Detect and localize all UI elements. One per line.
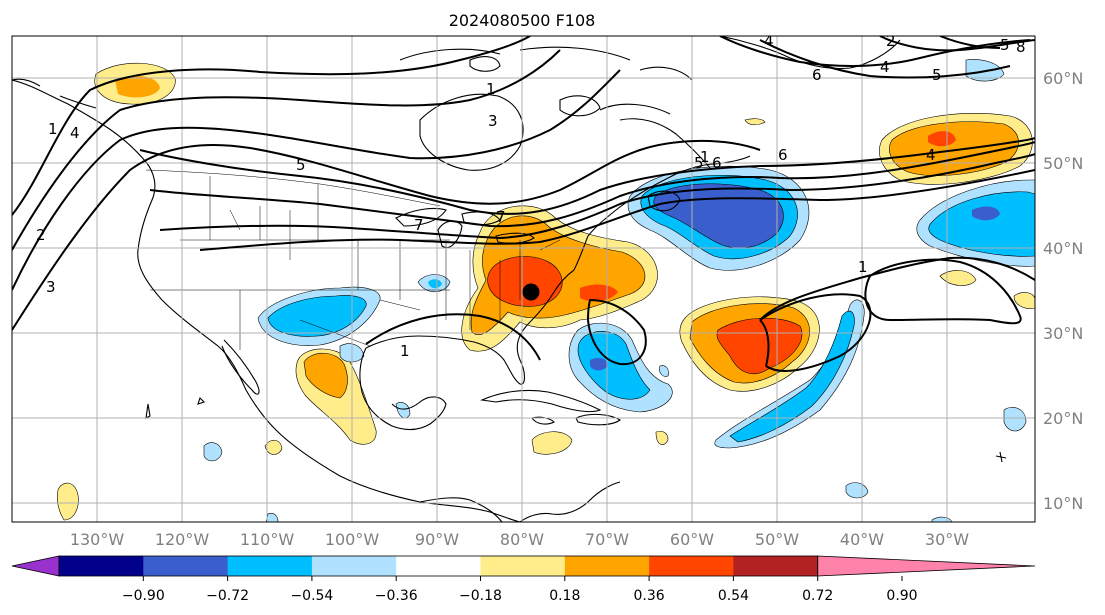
contour-label: 7 <box>414 216 424 234</box>
colorbar-tick-label: −0.54 <box>290 588 333 604</box>
contour-label: 4 <box>764 32 774 50</box>
colorbar-tick-label: −0.90 <box>122 588 165 604</box>
contour-label: 4 <box>70 124 80 142</box>
colorbar-outline <box>58 555 819 577</box>
contour-label: 4 <box>926 146 936 164</box>
colorbar-ticks: −0.90 −0.72 −0.54 −0.36 −0.18 0.18 0.36 0.54 0.7… <box>122 576 918 604</box>
colorbar-segment <box>649 556 734 576</box>
longitude-label: 90°W <box>415 530 459 549</box>
colorbar-extend-high <box>817 555 1036 577</box>
contour-label: 5 <box>1000 36 1010 54</box>
contour-label: 5 <box>694 154 704 172</box>
colorbar-tick-label: −0.18 <box>459 588 502 604</box>
map-frame <box>11 35 1036 523</box>
colorbar-segment <box>143 556 229 576</box>
colorbar-segment <box>59 556 144 576</box>
longitude-label: 40°W <box>840 530 884 549</box>
contour-label: 4 <box>880 58 890 76</box>
coastline-layer <box>12 36 1007 522</box>
colorbar-tick-label: 0.18 <box>549 588 580 604</box>
colorbar <box>11 555 1036 577</box>
contour-label: 6 <box>712 154 722 172</box>
contour-label-layer: 1 2 3 4 5 6 7 8 1 3 4 5 6 2 4 5 6 4 5 7 … <box>36 32 1026 360</box>
longitude-label: 100°W <box>325 530 380 549</box>
location-marker <box>522 283 540 301</box>
colorbar-segment <box>227 556 313 576</box>
contour-label: 1 <box>48 120 58 138</box>
longitude-label: 30°W <box>925 530 969 549</box>
contour-label: 8 <box>1016 38 1026 56</box>
colorbar-segment <box>480 556 566 576</box>
contour-label: 5 <box>932 66 942 84</box>
colorbar-segment <box>311 556 397 576</box>
latitude-label: 20°N <box>1043 409 1083 428</box>
contour-label: 1 <box>400 342 410 360</box>
colorbar-tick-label: 0.54 <box>718 588 749 604</box>
colorbar-tick-label: 0.36 <box>634 588 665 604</box>
colorbar-tick-label: 0.90 <box>886 588 917 604</box>
map-title: 2024080500 F108 <box>449 11 596 30</box>
longitude-label: 130°W <box>70 530 125 549</box>
longitude-label: 120°W <box>155 530 210 549</box>
contour-label: 2 <box>36 226 46 244</box>
longitude-label: 60°W <box>670 530 714 549</box>
latitude-labels: 60°N 50°N 40°N 30°N 20°N 10°N <box>1043 69 1083 513</box>
contour-label: 6 <box>812 66 822 84</box>
latitude-label: 10°N <box>1043 494 1083 513</box>
longitude-labels: 130°W 120°W 110°W 100°W 90°W 80°W 70°W 60°W 50°W… <box>70 530 969 549</box>
longitude-label: 70°W <box>585 530 629 549</box>
contour-label: 6 <box>778 146 788 164</box>
latitude-label: 40°N <box>1043 239 1083 258</box>
latitude-label: 50°N <box>1043 154 1083 173</box>
colorbar-segment <box>396 556 481 576</box>
contour-label: 3 <box>488 112 498 130</box>
contour-label: 1 <box>486 80 496 98</box>
latitude-label: 60°N <box>1043 69 1083 88</box>
contour-label: 5 <box>296 156 306 174</box>
colorbar-extend-low <box>11 555 60 577</box>
longitude-label: 110°W <box>240 530 295 549</box>
latitude-label: 30°N <box>1043 324 1083 343</box>
colorbar-tick-label: 0.72 <box>802 588 833 604</box>
colorbar-tick-label: −0.72 <box>206 588 249 604</box>
colorbar-segment <box>564 556 650 576</box>
map-area: 1 2 3 4 5 6 7 8 1 3 4 5 6 2 4 5 6 4 5 7 … <box>12 32 1035 522</box>
contour-layer <box>12 36 1035 372</box>
longitude-label: 50°W <box>755 530 799 549</box>
contour-label: 3 <box>46 278 56 296</box>
colorbar-segment <box>733 556 819 576</box>
contour-label: 7 <box>496 208 506 226</box>
contour-label: 1 <box>858 258 868 276</box>
longitude-label: 80°W <box>500 530 544 549</box>
contour-label: 1 <box>700 148 710 166</box>
colorbar-tick-label: −0.36 <box>375 588 418 604</box>
contour-label: 2 <box>886 32 896 50</box>
